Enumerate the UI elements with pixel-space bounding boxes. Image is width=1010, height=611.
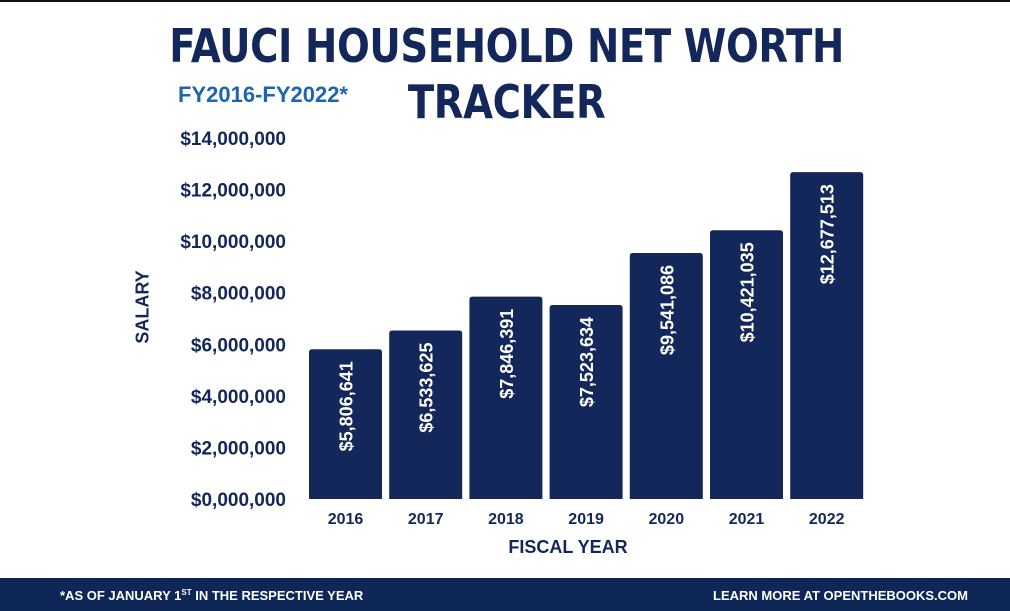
footer-link-text: LEARN MORE AT OPENTHEBOOKS.COM	[713, 588, 968, 603]
bar-value-label: $10,421,035	[738, 242, 758, 342]
y-tick-label: $14,000,000	[180, 129, 286, 150]
footer-note: *AS OF JANUARY 1ST IN THE RESPECTIVE YEA…	[60, 588, 363, 603]
bar-value-label: $9,541,086	[657, 265, 677, 355]
y-tick-label: $4,000,000	[191, 387, 286, 408]
bar-2019	[549, 304, 623, 499]
y-tick-label: $10,000,000	[180, 232, 286, 253]
footer-note-text-end: IN THE RESPECTIVE YEAR	[191, 588, 364, 603]
bar-value-label: $6,533,625	[417, 343, 437, 433]
chart-subtitle: FY2016-FY2022*	[178, 82, 348, 107]
bar-2020	[629, 252, 703, 499]
footer-note-superscript: ST	[181, 588, 192, 597]
bar-value-label: $7,523,634	[577, 317, 597, 407]
x-tick-label: 2017	[408, 511, 444, 528]
x-tick-label: 2019	[568, 511, 604, 528]
x-tick-label: 2021	[729, 511, 765, 528]
chart-title: FAUCI HOUSEHOLD NET WORTH TRACKER	[169, 19, 844, 129]
y-tick-label: $8,000,000	[191, 284, 286, 305]
y-tick-label: $12,000,000	[180, 181, 286, 202]
x-tick-label: 2016	[328, 511, 364, 528]
y-tick-label: $2,000,000	[191, 438, 286, 459]
footer-note-text: *AS OF JANUARY 1	[60, 588, 182, 603]
y-tick-label: $0,000,000	[191, 490, 286, 511]
x-tick-label: 2022	[809, 511, 845, 528]
bar-2016	[309, 349, 382, 499]
x-tick-label: 2018	[488, 511, 524, 528]
x-tick-label: 2020	[649, 511, 685, 528]
bar-2022	[790, 172, 864, 500]
bar-value-label: $12,677,513	[818, 184, 838, 284]
top-border-line	[0, 0, 1010, 2]
x-axis-title: FISCAL YEAR	[508, 537, 628, 557]
bar-2018	[469, 296, 543, 499]
bar-value-label: $5,806,641	[337, 361, 357, 451]
bar-2017	[389, 330, 463, 499]
bar-2021	[710, 230, 783, 499]
y-tick-label: $6,000,000	[191, 335, 286, 356]
bar-chart: $0,000,000 $2,000,000 $4,000,000 $6,000,000…	[180, 129, 864, 528]
bar-value-label: $7,846,391	[497, 309, 517, 399]
footer-bar: *AS OF JANUARY 1ST IN THE RESPECTIVE YEA…	[0, 578, 1010, 611]
